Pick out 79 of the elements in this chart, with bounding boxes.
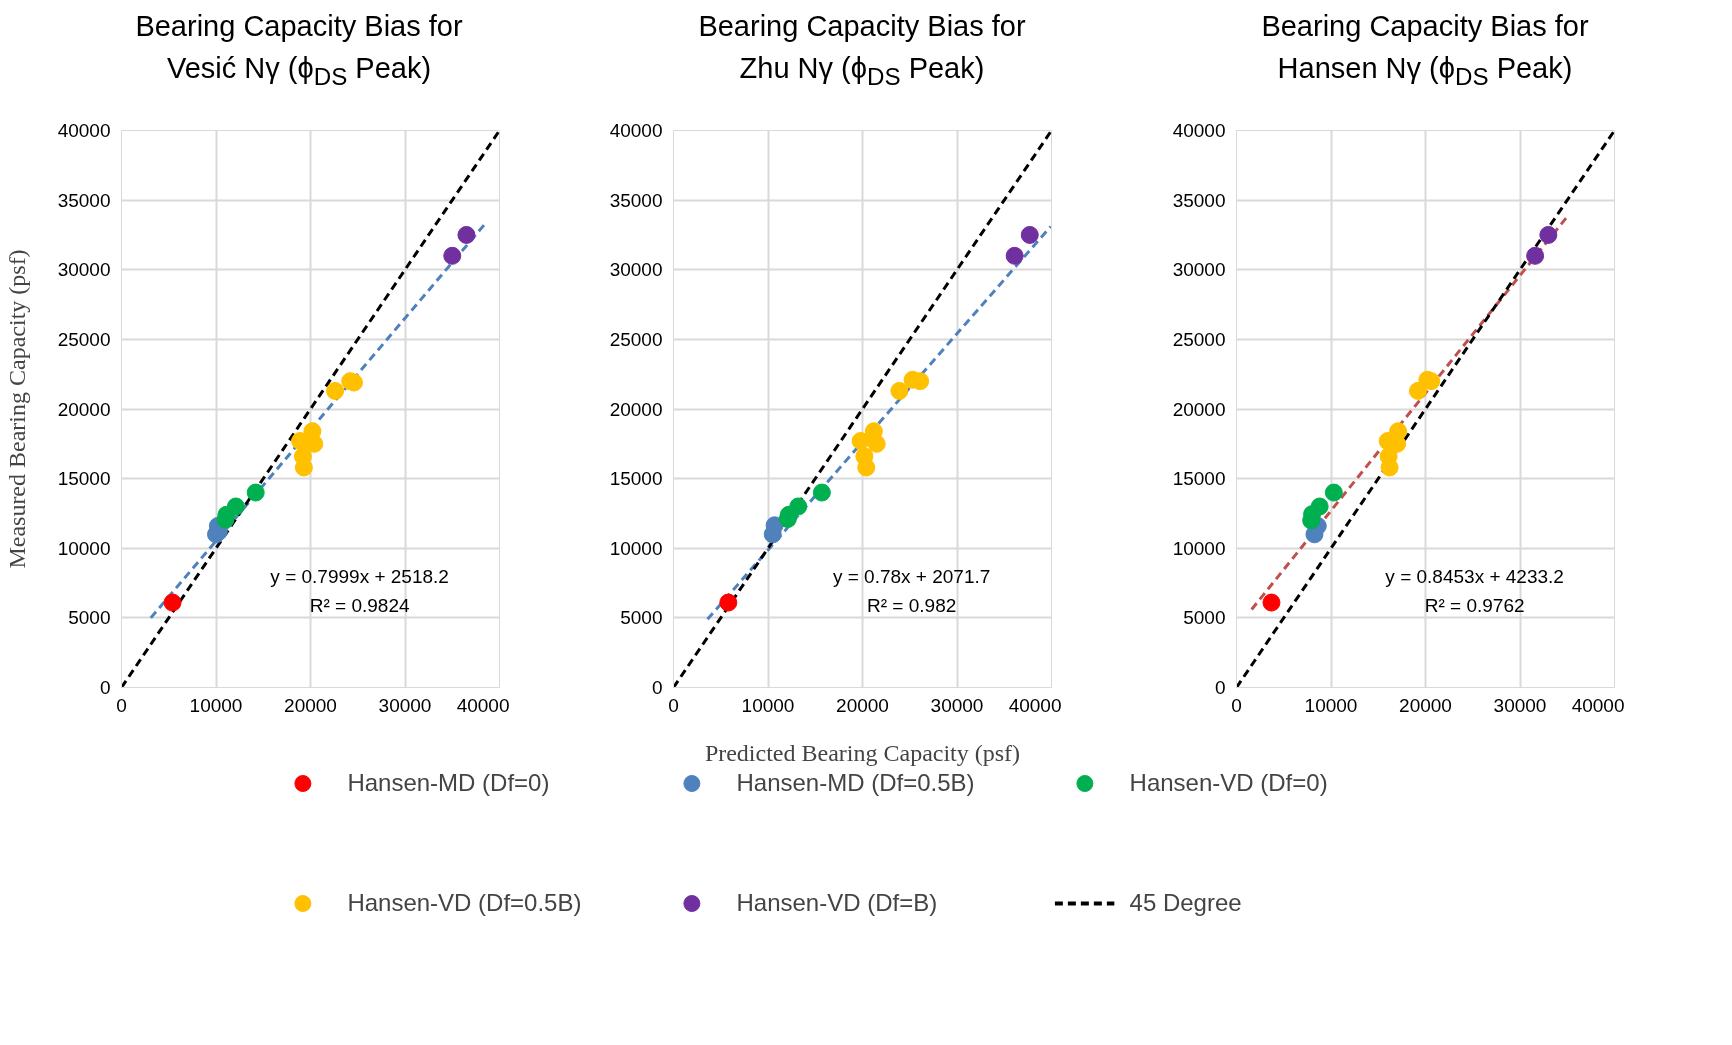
- x-tick-label: 10000: [741, 694, 795, 716]
- x-tick-label: 10000: [189, 694, 243, 716]
- y-tick-label: 30000: [57, 259, 111, 281]
- x-tick-label: 10000: [1304, 694, 1358, 716]
- y-tick-label: 40000: [57, 120, 111, 141]
- point: [789, 497, 808, 516]
- point: [1310, 497, 1329, 516]
- y-tick-label: 10000: [609, 537, 663, 559]
- y-tick-label: 30000: [1172, 259, 1226, 281]
- y-axis-title: Measured Bearing Capacity (psf): [3, 249, 30, 569]
- point: [864, 422, 883, 441]
- legend-label: Hansen-MD (Df=0): [347, 768, 550, 798]
- point: [443, 246, 462, 265]
- annotation: R² = 0.982: [867, 594, 957, 616]
- x-tick-label: 40000: [1008, 694, 1062, 716]
- annotation: R² = 0.9824: [309, 594, 410, 616]
- y-tick-label: 10000: [57, 537, 111, 559]
- y-tick-label: 20000: [609, 398, 663, 420]
- point: [851, 432, 870, 451]
- y-tick-label: 5000: [620, 607, 663, 629]
- x-tick-label: 0: [668, 694, 679, 716]
- y-tick-label: 35000: [609, 189, 663, 211]
- y-tick-label: 35000: [57, 189, 111, 211]
- legend-label: Hansen-VD (Df=0): [1129, 768, 1328, 798]
- x-tick-label: 0: [1231, 694, 1242, 716]
- y-tick-label: 0: [1214, 677, 1226, 698]
- legend-label: Hansen-MD (Df=0.5B): [736, 769, 975, 796]
- point: [457, 225, 476, 244]
- x-tick-label: 20000: [836, 694, 889, 716]
- point: [1539, 225, 1558, 244]
- x-tick-label: 20000: [284, 694, 337, 716]
- chart-title: Bearing Capacity Bias for Zhu Nγ (ϕ$_{DS}$ Peak): [697, 9, 1027, 92]
- x-tick-label: 20000: [1399, 694, 1452, 716]
- point: [812, 483, 831, 502]
- y-tick-label: 5000: [68, 607, 111, 629]
- y-tick-label: 25000: [1172, 328, 1226, 350]
- x-axis-title: Predicted Bearing Capacity (psf): [704, 739, 1021, 766]
- annotation: y = 0.78x + 2071.7: [832, 565, 991, 587]
- y-tick-label: 25000: [609, 328, 663, 350]
- point: [1020, 225, 1039, 244]
- y-tick-label: 20000: [57, 398, 111, 420]
- point: [719, 593, 738, 612]
- y-tick-label: 0: [651, 677, 663, 698]
- y-tick-label: 0: [99, 677, 111, 698]
- y-tick-label: 15000: [57, 468, 111, 490]
- y-tick-label: 15000: [609, 468, 663, 490]
- point: [163, 593, 182, 612]
- legend-label: Hansen-VD (Df=B): [736, 888, 938, 918]
- legend-label: Hansen-VD (Df=0.5B): [347, 888, 582, 918]
- y-tick-label: 40000: [609, 120, 663, 141]
- chart-title: Bearing Capacity Bias for Vesić Nγ (ϕ$_{DS}$ Peak): [134, 9, 464, 92]
- annotation: y = 0.8453x + 4233.2: [1385, 565, 1564, 587]
- y-tick-label: 35000: [1172, 189, 1226, 211]
- annotation: R² = 0.9762: [1424, 594, 1525, 616]
- point: [890, 381, 909, 400]
- legend-label: 45 Degree: [1129, 888, 1242, 918]
- x-tick-label: 30000: [1493, 694, 1547, 716]
- y-tick-label: 30000: [609, 259, 663, 281]
- y-tick-label: 15000: [1172, 468, 1226, 490]
- y-tick-label: 25000: [57, 328, 111, 350]
- point: [1262, 593, 1281, 612]
- point: [1005, 246, 1024, 265]
- y-tick-label: 40000: [1172, 120, 1226, 141]
- chart-title: Bearing Capacity Bias for Hansen Nγ (ϕ$_{DS}$ Peak): [1260, 9, 1590, 92]
- x-tick-label: 0: [116, 694, 127, 716]
- point: [1408, 381, 1427, 400]
- x-tick-label: 40000: [1571, 694, 1625, 716]
- y-tick-label: 5000: [1183, 607, 1226, 629]
- point: [1324, 483, 1343, 502]
- x-tick-label: 30000: [930, 694, 984, 716]
- x-tick-label: 30000: [378, 694, 432, 716]
- point: [1526, 246, 1545, 265]
- point: [246, 483, 265, 502]
- annotation: y = 0.7999x + 2518.2: [270, 565, 449, 587]
- point: [226, 497, 245, 516]
- x-tick-label: 40000: [456, 694, 510, 716]
- y-tick-label: 10000: [1172, 537, 1226, 559]
- point: [326, 381, 345, 400]
- y-tick-label: 20000: [1172, 398, 1226, 420]
